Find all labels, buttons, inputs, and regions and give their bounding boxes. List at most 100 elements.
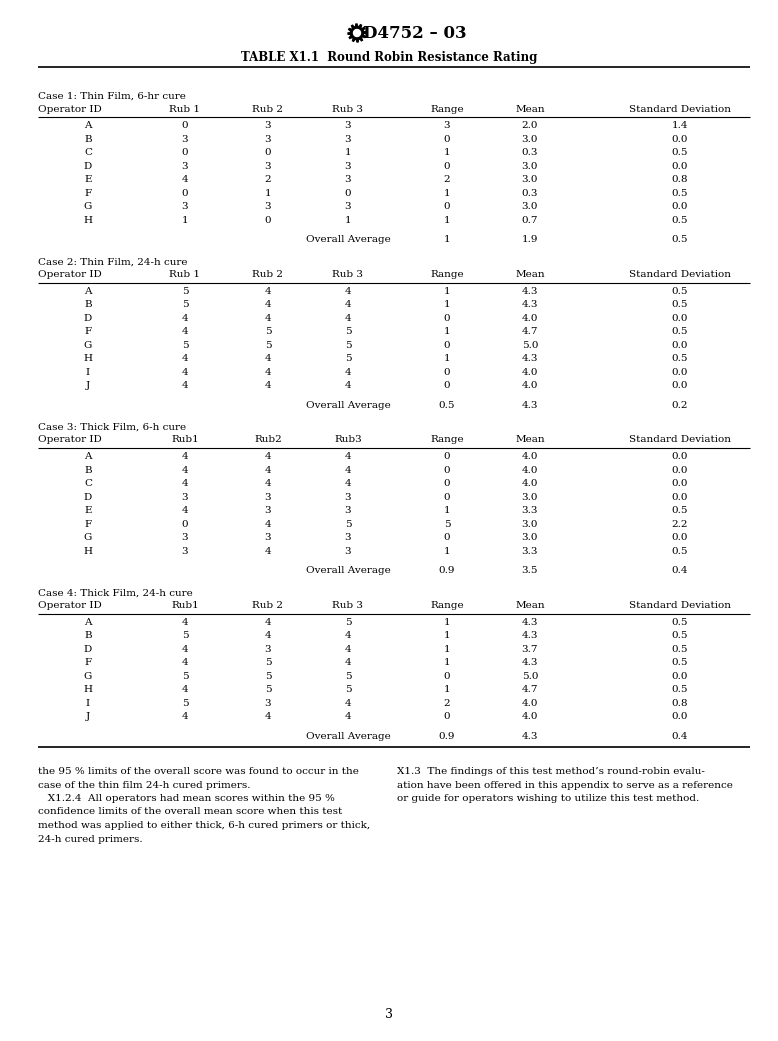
Text: H: H [83,354,93,363]
Text: 4: 4 [182,644,188,654]
Text: H: H [83,547,93,556]
Text: 3.0: 3.0 [522,519,538,529]
Text: 2: 2 [443,175,450,184]
Text: 3: 3 [265,121,272,130]
Text: G: G [84,533,92,542]
Text: 4: 4 [182,381,188,390]
Text: A: A [84,617,92,627]
Text: 3: 3 [345,547,352,556]
Text: 3: 3 [443,121,450,130]
Text: 4: 4 [182,313,188,323]
Text: 4.3: 4.3 [522,617,538,627]
Text: 4: 4 [182,506,188,515]
Text: 0.5: 0.5 [671,644,689,654]
Text: B: B [84,134,92,144]
Text: Overall Average: Overall Average [306,235,391,245]
Text: E: E [84,506,92,515]
Text: 3.5: 3.5 [522,566,538,576]
Text: 4: 4 [182,617,188,627]
Text: 3: 3 [265,161,272,171]
Text: 1.9: 1.9 [522,235,538,245]
Text: 4: 4 [182,354,188,363]
Text: Operator ID: Operator ID [38,270,102,279]
Text: 4.0: 4.0 [522,712,538,721]
Text: Rub2: Rub2 [254,435,282,445]
Text: 0.5: 0.5 [671,547,689,556]
Text: 4.0: 4.0 [522,699,538,708]
Text: 5: 5 [182,286,188,296]
Text: 0: 0 [182,121,188,130]
Text: 4: 4 [265,617,272,627]
Text: 4: 4 [265,286,272,296]
Text: Standard Deviation: Standard Deviation [629,104,731,113]
Text: 4.0: 4.0 [522,452,538,461]
Text: 5: 5 [265,658,272,667]
Text: 5: 5 [345,354,352,363]
Text: 0.0: 0.0 [671,465,689,475]
Text: 3: 3 [265,492,272,502]
Text: A: A [84,286,92,296]
Text: 1: 1 [265,188,272,198]
Text: 4: 4 [265,631,272,640]
Text: 4: 4 [265,547,272,556]
Text: 4: 4 [265,313,272,323]
Text: 0: 0 [265,215,272,225]
Text: 4: 4 [265,479,272,488]
Text: 2.2: 2.2 [671,519,689,529]
Text: 0.2: 0.2 [671,401,689,410]
Text: 0: 0 [265,148,272,157]
Text: 1: 1 [182,215,188,225]
Text: 5: 5 [443,519,450,529]
Text: 4: 4 [182,712,188,721]
Text: 0: 0 [443,533,450,542]
Text: Rub 3: Rub 3 [332,601,363,610]
Text: 1: 1 [443,235,450,245]
Text: 0: 0 [443,712,450,721]
Text: 0.5: 0.5 [439,401,455,410]
Text: 0.9: 0.9 [439,732,455,741]
Text: 4: 4 [182,658,188,667]
Text: B: B [84,631,92,640]
Text: F: F [85,519,92,529]
Text: 3.0: 3.0 [522,134,538,144]
Text: 0.0: 0.0 [671,367,689,377]
Text: 0.0: 0.0 [671,492,689,502]
Text: Rub 2: Rub 2 [253,270,283,279]
Text: Operator ID: Operator ID [38,104,102,113]
Text: 4: 4 [345,286,352,296]
Text: 0.4: 0.4 [671,732,689,741]
Text: 0: 0 [345,188,352,198]
Text: 4.7: 4.7 [522,685,538,694]
Text: 4: 4 [265,519,272,529]
Text: 4: 4 [182,685,188,694]
Text: 0: 0 [182,519,188,529]
Text: 3: 3 [265,134,272,144]
Text: 0: 0 [443,340,450,350]
Text: Range: Range [430,104,464,113]
Text: 3: 3 [345,506,352,515]
Text: 0.0: 0.0 [671,712,689,721]
Text: 0.8: 0.8 [671,175,689,184]
Text: Rub 2: Rub 2 [253,104,283,113]
Polygon shape [353,29,360,36]
Text: 0.5: 0.5 [671,148,689,157]
Text: 0: 0 [443,313,450,323]
Text: D4752 – 03: D4752 – 03 [363,25,467,42]
Text: 0.3: 0.3 [522,188,538,198]
Text: 0.5: 0.5 [671,235,689,245]
Text: 0.0: 0.0 [671,202,689,211]
Text: 4: 4 [345,699,352,708]
Text: 5: 5 [182,300,188,309]
Text: 0.9: 0.9 [439,566,455,576]
Text: 1: 1 [345,148,352,157]
Text: 4: 4 [345,479,352,488]
Text: Mean: Mean [515,270,545,279]
Text: 0.0: 0.0 [671,381,689,390]
Text: 0.3: 0.3 [522,148,538,157]
Text: case of the thin film 24-h cured primers.: case of the thin film 24-h cured primers… [38,781,251,789]
Text: 3.0: 3.0 [522,533,538,542]
Text: 5: 5 [182,631,188,640]
Text: 0: 0 [182,148,188,157]
Text: 4.3: 4.3 [522,286,538,296]
Text: Range: Range [430,270,464,279]
